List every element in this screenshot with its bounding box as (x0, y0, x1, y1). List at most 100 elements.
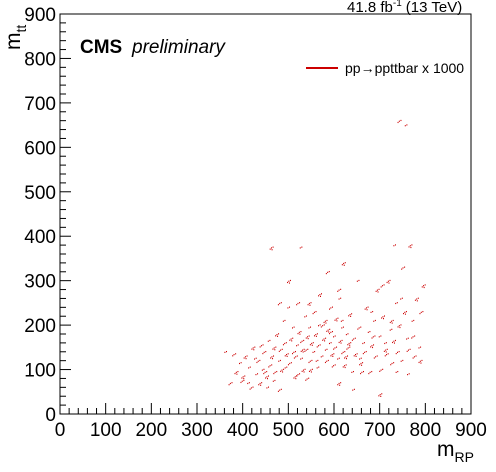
data-point (323, 319, 328, 324)
data-point (397, 324, 402, 329)
data-point-mark (382, 316, 384, 318)
data-point (342, 364, 347, 369)
data-point-mark (402, 359, 404, 362)
data-point-mark (404, 311, 406, 313)
data-point-mark (305, 379, 307, 381)
data-point-mark (318, 366, 320, 368)
data-point-mark (236, 373, 238, 375)
x-axis-title: mRP (437, 438, 474, 465)
data-point-mark (348, 342, 350, 345)
data-point (357, 326, 362, 330)
data-point-mark (289, 306, 291, 308)
data-point (282, 342, 287, 346)
data-point-mark (311, 344, 313, 346)
data-point (287, 279, 291, 284)
data-point-mark (320, 293, 322, 295)
data-point (315, 359, 319, 362)
data-point-mark (328, 270, 330, 273)
data-point (228, 382, 233, 386)
data-point (375, 288, 380, 293)
x-tick-label: 300 (181, 420, 213, 441)
data-point-mark (336, 320, 338, 322)
data-point-mark (404, 125, 406, 127)
data-point-mark (347, 333, 349, 335)
data-point (256, 359, 261, 364)
data-point-mark (381, 317, 383, 319)
data-point-mark (353, 388, 355, 390)
data-point-mark (261, 382, 263, 384)
data-point-mark (257, 373, 259, 375)
data-point (351, 337, 356, 341)
data-point (408, 244, 413, 249)
data-point-mark (419, 360, 421, 362)
data-point (247, 382, 250, 385)
data-point-mark (408, 246, 410, 248)
data-point (296, 302, 301, 306)
data-point-mark (262, 352, 264, 355)
data-point (248, 366, 251, 369)
data-point-mark (401, 268, 403, 270)
data-point-mark (327, 329, 329, 331)
data-point-mark (378, 288, 380, 290)
data-point-mark (368, 372, 370, 375)
data-points (224, 119, 426, 397)
data-point (330, 353, 335, 357)
data-point-mark (266, 387, 268, 389)
data-point (351, 370, 354, 373)
data-point-mark (331, 366, 333, 368)
data-point-mark (231, 382, 233, 384)
data-point-mark (327, 271, 329, 273)
data-point (359, 357, 362, 360)
data-point-mark (289, 362, 291, 365)
data-point-mark (349, 344, 351, 346)
data-point-mark (269, 248, 271, 250)
data-point (328, 342, 332, 345)
data-point-mark (337, 317, 339, 319)
data-point-mark (333, 353, 335, 355)
data-point-mark (341, 339, 343, 342)
data-point-mark (262, 344, 264, 346)
data-point-mark (382, 368, 384, 370)
y-tick-label: 0 (45, 405, 56, 426)
data-point-mark (359, 364, 361, 366)
data-point-mark (255, 357, 257, 359)
data-point-mark (422, 310, 424, 313)
data-point-mark (383, 350, 385, 352)
data-point (270, 355, 275, 360)
data-point-mark (306, 378, 308, 380)
data-point-mark (340, 297, 342, 299)
data-point-mark (302, 369, 304, 371)
data-point (384, 342, 387, 345)
data-point (277, 302, 282, 306)
data-point-mark (404, 313, 406, 315)
data-point (406, 348, 411, 352)
data-point-mark (307, 304, 309, 306)
data-point-mark (421, 359, 423, 362)
data-point (370, 310, 374, 313)
data-point-mark (281, 348, 283, 350)
data-point-mark (418, 361, 420, 364)
data-point (378, 335, 382, 338)
data-point-mark (311, 359, 313, 362)
data-point (305, 377, 310, 381)
data-point-mark (340, 342, 342, 344)
data-point-mark (265, 350, 267, 353)
data-point-mark (287, 307, 289, 309)
data-point-mark (285, 342, 287, 344)
data-point-mark (411, 244, 413, 246)
data-point-mark (326, 330, 328, 332)
data-point-mark (373, 320, 375, 322)
data-point-mark (391, 322, 393, 324)
data-point-mark (370, 311, 372, 313)
data-point-mark (310, 302, 312, 304)
data-point-mark (352, 370, 354, 373)
data-point-mark (387, 353, 389, 355)
data-point-mark (319, 324, 321, 326)
data-point-mark (365, 307, 367, 309)
data-point (293, 355, 298, 359)
data-point-mark (242, 376, 244, 378)
data-point (338, 297, 342, 300)
data-point (299, 246, 303, 249)
data-point (390, 362, 395, 366)
data-point-mark (350, 342, 352, 344)
